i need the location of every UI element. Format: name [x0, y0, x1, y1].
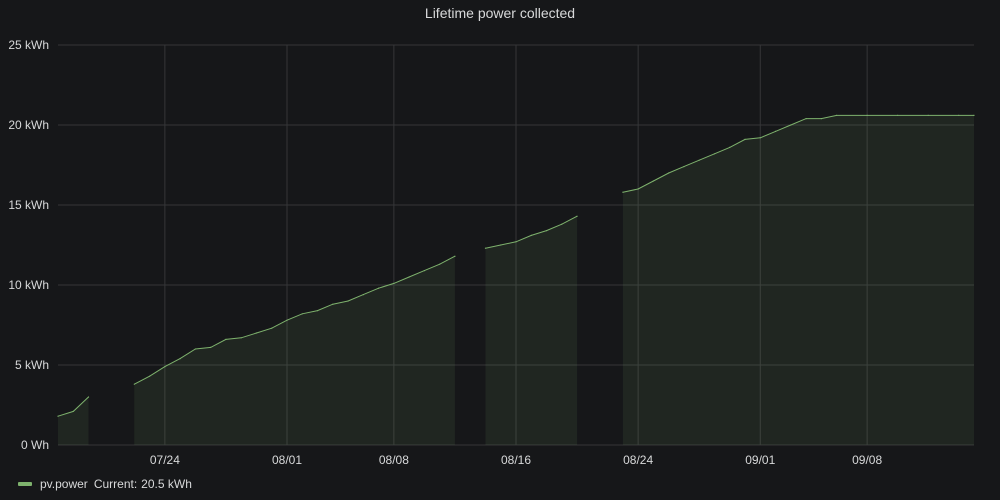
series-point [408, 276, 410, 278]
legend-current-label: Current: [93, 477, 138, 491]
y-tick-label: 25 kWh [8, 38, 49, 52]
series-point [347, 300, 349, 302]
series-point [500, 244, 502, 246]
series-point [72, 410, 74, 412]
series-point [668, 172, 670, 174]
series-point [897, 114, 899, 116]
series-area-segment [134, 256, 455, 445]
series-point [87, 396, 90, 398]
legend-series-name[interactable]: pv.power [40, 477, 88, 491]
series-point [545, 230, 548, 232]
series-point [286, 319, 288, 321]
series-line-segment [134, 255, 456, 385]
series-point [790, 124, 792, 126]
series-point [255, 332, 258, 334]
series-point [622, 191, 624, 193]
series-area-segment [622, 115, 974, 446]
series-point [271, 327, 273, 329]
series-point [332, 303, 334, 305]
series-area-segment [58, 397, 89, 445]
area-layer [58, 115, 974, 446]
y-tick-label: 10 kWh [8, 278, 49, 292]
series-point [561, 223, 563, 225]
series-point [515, 241, 517, 243]
series-point [866, 114, 868, 116]
series-point [316, 310, 319, 312]
series-point [423, 270, 425, 272]
x-tick-label: 08/08 [379, 453, 409, 467]
series-point [774, 130, 777, 132]
series-point [225, 338, 227, 340]
series-point [805, 118, 807, 120]
series-point [57, 415, 59, 417]
series-point [759, 137, 761, 139]
series-point [179, 358, 181, 360]
series-point [698, 159, 700, 161]
series-point [713, 153, 716, 155]
y-tick-label: 20 kWh [8, 118, 49, 132]
series-point [210, 346, 212, 348]
x-tick-label: 09/08 [852, 453, 882, 467]
series-point [652, 180, 655, 182]
series-point [484, 247, 487, 249]
series-point [149, 375, 151, 377]
series-line-segment [622, 114, 974, 193]
series-point [301, 313, 303, 315]
grid-layer [58, 44, 974, 446]
series-point [362, 294, 364, 296]
x-tick-label: 09/01 [745, 453, 775, 467]
series-point [958, 114, 960, 116]
series-point [439, 263, 441, 265]
series-point [240, 337, 242, 339]
series-point [744, 138, 746, 140]
line-layer [57, 114, 975, 417]
y-tick-label: 0 Wh [21, 438, 49, 452]
series-point [836, 114, 838, 116]
series-point [530, 234, 532, 236]
x-tick-label: 08/16 [501, 453, 531, 467]
x-axis: 07/24 08/01 08/08 08/16 08/24 09/01 09/08 [150, 453, 883, 467]
y-axis: 0 Wh 5 kWh 10 kWh 15 kWh 20 kWh 25 kWh [8, 38, 49, 452]
series-point [133, 383, 135, 385]
series-point [378, 287, 380, 289]
series-point [164, 366, 166, 368]
legend-current-value: 20.5 kWh [141, 477, 192, 491]
series-point [576, 215, 578, 217]
series-point [454, 255, 456, 257]
panel-title: Lifetime power collected [424, 5, 576, 21]
x-tick-label: 07/24 [150, 453, 180, 467]
series-point [820, 118, 822, 120]
series-area-segment [485, 216, 578, 445]
series-point [729, 146, 731, 148]
legend-swatch [18, 482, 32, 486]
legend[interactable]: pv.power Current: 20.5 kWh [18, 476, 192, 492]
y-tick-label: 15 kWh [8, 198, 49, 212]
series-point [393, 282, 395, 284]
series-point [637, 188, 639, 190]
x-tick-label: 08/01 [272, 453, 302, 467]
series-point [927, 114, 929, 116]
series-point [973, 114, 975, 116]
series-point [194, 348, 196, 350]
x-tick-label: 08/24 [623, 453, 653, 467]
y-tick-label: 5 kWh [15, 358, 49, 372]
series-point [683, 166, 685, 168]
